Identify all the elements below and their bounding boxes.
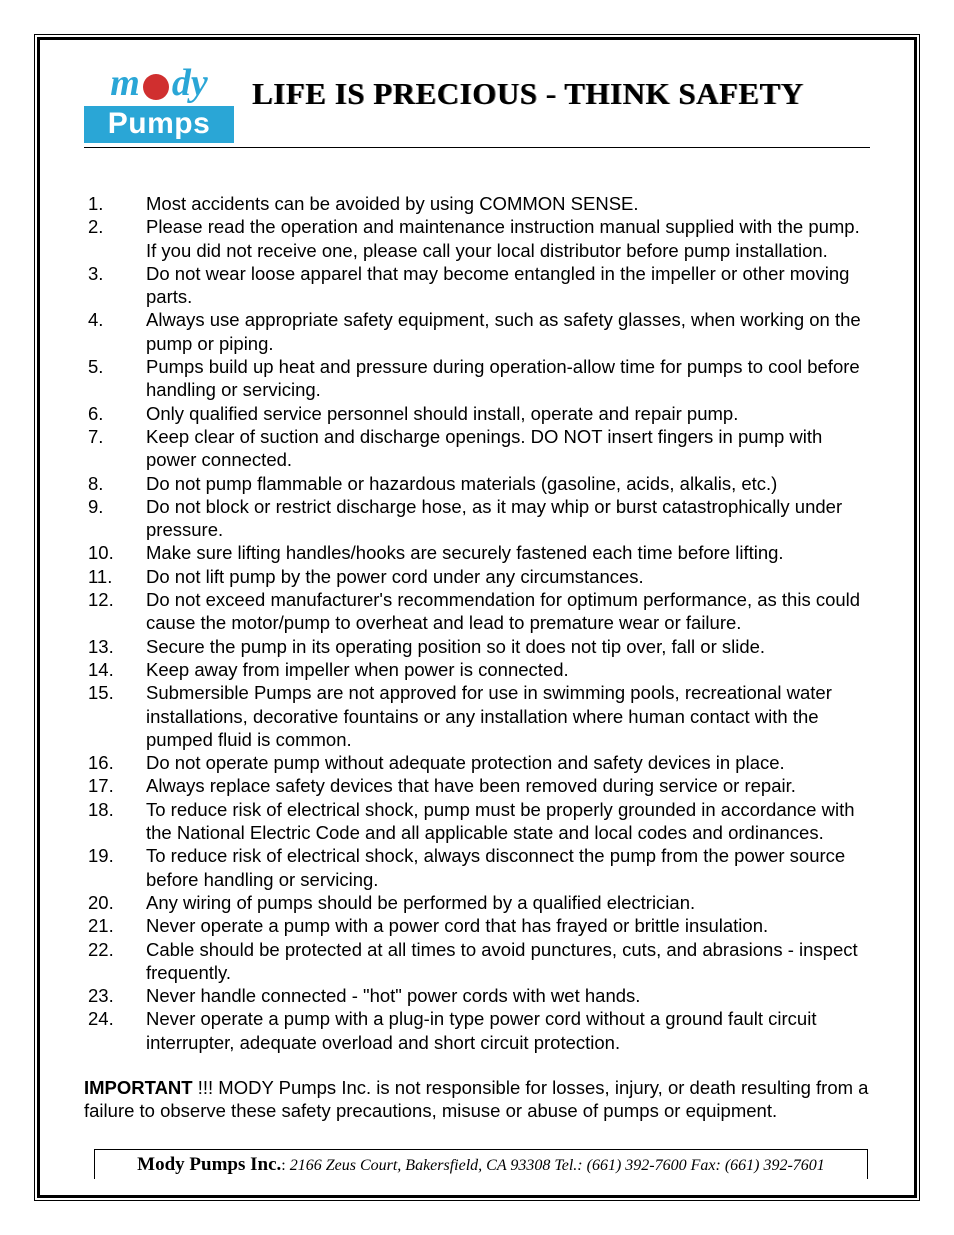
list-item-text: Any wiring of pumps should be performed … — [146, 891, 870, 914]
list-item-text: Never handle connected - "hot" power cor… — [146, 984, 870, 1007]
list-item-number: 20. — [84, 891, 146, 914]
list-item: 3.Do not wear loose apparel that may bec… — [84, 262, 870, 309]
important-lead: IMPORTANT — [84, 1077, 193, 1098]
list-item: 18.To reduce risk of electrical shock, p… — [84, 798, 870, 845]
list-item-text: Keep away from impeller when power is co… — [146, 658, 870, 681]
list-item: 7.Keep clear of suction and discharge op… — [84, 425, 870, 472]
list-item-number: 7. — [84, 425, 146, 448]
list-item: 4.Always use appropriate safety equipmen… — [84, 308, 870, 355]
list-item: 24.Never operate a pump with a plug-in t… — [84, 1007, 870, 1054]
list-item-text: Submersible Pumps are not approved for u… — [146, 681, 870, 751]
list-item: 23.Never handle connected - "hot" power … — [84, 984, 870, 1007]
page-title: LIFE IS PRECIOUS - THINK SAFETY — [252, 62, 870, 112]
list-item-text: Most accidents can be avoided by using C… — [146, 192, 870, 215]
logo-text-right: dy — [172, 64, 208, 102]
list-item: 22.Cable should be protected at all time… — [84, 938, 870, 985]
list-item-number: 4. — [84, 308, 146, 331]
header: m dy Pumps LIFE IS PRECIOUS - THINK SAFE… — [84, 62, 870, 148]
list-item: 5.Pumps build up heat and pressure durin… — [84, 355, 870, 402]
logo-top: m dy — [84, 62, 234, 106]
list-item-number: 9. — [84, 495, 146, 518]
list-item-number: 10. — [84, 541, 146, 564]
list-item-number: 2. — [84, 215, 146, 238]
globe-icon — [143, 74, 169, 100]
list-item: 15.Submersible Pumps are not approved fo… — [84, 681, 870, 751]
list-item: 10.Make sure lifting handles/hooks are s… — [84, 541, 870, 564]
footer: Mody Pumps Inc.: 2166 Zeus Court, Bakers… — [94, 1149, 868, 1179]
list-item-number: 16. — [84, 751, 146, 774]
logo-bottom: Pumps — [84, 106, 234, 143]
list-item-number: 18. — [84, 798, 146, 821]
list-item-text: Do not operate pump without adequate pro… — [146, 751, 870, 774]
list-item-number: 11. — [84, 565, 146, 588]
list-item-number: 1. — [84, 192, 146, 215]
list-item-text: Please read the operation and maintenanc… — [146, 215, 870, 262]
list-item-text: Do not pump flammable or hazardous mater… — [146, 472, 870, 495]
list-item-text: Do not wear loose apparel that may becom… — [146, 262, 870, 309]
list-item-number: 21. — [84, 914, 146, 937]
list-item-number: 5. — [84, 355, 146, 378]
list-item-text: To reduce risk of electrical shock, pump… — [146, 798, 870, 845]
list-item-number: 15. — [84, 681, 146, 704]
list-item: 11.Do not lift pump by the power cord un… — [84, 565, 870, 588]
frame-outer: m dy Pumps LIFE IS PRECIOUS - THINK SAFE… — [34, 34, 920, 1201]
list-item: 12.Do not exceed manufacturer's recommen… — [84, 588, 870, 635]
footer-company: Mody Pumps Inc. — [137, 1154, 281, 1175]
list-item: 20.Any wiring of pumps should be perform… — [84, 891, 870, 914]
list-item-text: Do not exceed manufacturer's recommendat… — [146, 588, 870, 635]
list-item: 8.Do not pump flammable or hazardous mat… — [84, 472, 870, 495]
list-item-number: 14. — [84, 658, 146, 681]
list-item-number: 23. — [84, 984, 146, 1007]
list-item-text: To reduce risk of electrical shock, alwa… — [146, 844, 870, 891]
list-item-text: Never operate a pump with a plug-in type… — [146, 1007, 870, 1054]
footer-sep: : — [281, 1157, 289, 1174]
list-item-number: 19. — [84, 844, 146, 867]
list-item: 14.Keep away from impeller when power is… — [84, 658, 870, 681]
list-item-number: 12. — [84, 588, 146, 611]
safety-list: 1.Most accidents can be avoided by using… — [84, 192, 870, 1054]
list-item-number: 8. — [84, 472, 146, 495]
important-notice: IMPORTANT !!! MODY Pumps Inc. is not res… — [84, 1076, 870, 1123]
list-item-text: Never operate a pump with a power cord t… — [146, 914, 870, 937]
list-item-text: Keep clear of suction and discharge open… — [146, 425, 870, 472]
list-item-text: Always replace safety devices that have … — [146, 774, 870, 797]
list-item-text: Cable should be protected at all times t… — [146, 938, 870, 985]
frame-inner: m dy Pumps LIFE IS PRECIOUS - THINK SAFE… — [37, 37, 917, 1198]
list-item: 6.Only qualified service personnel shoul… — [84, 402, 870, 425]
list-item-text: Pumps build up heat and pressure during … — [146, 355, 870, 402]
list-item-number: 6. — [84, 402, 146, 425]
list-item-number: 17. — [84, 774, 146, 797]
footer-address: 2166 Zeus Court, Bakersfield, CA 93308 T… — [290, 1157, 825, 1174]
important-text: !!! MODY Pumps Inc. is not responsible f… — [84, 1077, 868, 1121]
list-item-number: 22. — [84, 938, 146, 961]
page: m dy Pumps LIFE IS PRECIOUS - THINK SAFE… — [0, 0, 954, 1235]
logo: m dy Pumps — [84, 62, 234, 148]
list-item-text: Make sure lifting handles/hooks are secu… — [146, 541, 870, 564]
list-item: 9.Do not block or restrict discharge hos… — [84, 495, 870, 542]
list-item-text: Do not block or restrict discharge hose,… — [146, 495, 870, 542]
list-item-number: 3. — [84, 262, 146, 285]
list-item-number: 24. — [84, 1007, 146, 1030]
list-item: 1.Most accidents can be avoided by using… — [84, 192, 870, 215]
list-item: 2.Please read the operation and maintena… — [84, 215, 870, 262]
list-item: 13.Secure the pump in its operating posi… — [84, 635, 870, 658]
list-item-text: Secure the pump in its operating positio… — [146, 635, 870, 658]
logo-text-left: m — [110, 64, 140, 102]
list-item: 21.Never operate a pump with a power cor… — [84, 914, 870, 937]
list-item: 17.Always replace safety devices that ha… — [84, 774, 870, 797]
list-item-text: Only qualified service personnel should … — [146, 402, 870, 425]
list-item: 16.Do not operate pump without adequate … — [84, 751, 870, 774]
list-item-number: 13. — [84, 635, 146, 658]
list-item: 19.To reduce risk of electrical shock, a… — [84, 844, 870, 891]
list-item-text: Always use appropriate safety equipment,… — [146, 308, 870, 355]
list-item-text: Do not lift pump by the power cord under… — [146, 565, 870, 588]
